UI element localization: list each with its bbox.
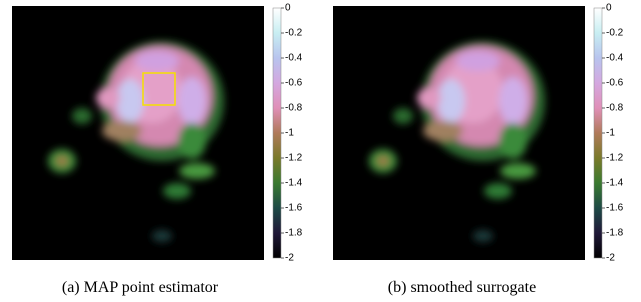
tick-label: -1.8	[606, 228, 624, 239]
tick-label: -0.4	[606, 53, 624, 64]
tick-label: -1.4	[606, 178, 624, 189]
tick-label: -1	[606, 128, 615, 139]
caption: (a) MAP point estimator	[62, 279, 219, 296]
figure: (a) MAP point estimator (b) smoothed sur…	[0, 0, 641, 302]
tick-label: 0	[606, 3, 612, 14]
tick-label: -2	[606, 253, 615, 264]
tick-label: -0.4	[285, 53, 303, 64]
tick-label: -0.2	[285, 28, 303, 39]
tick-label: -1.4	[285, 178, 303, 189]
tick-label: 0	[285, 3, 291, 14]
tick-label: -0.6	[606, 78, 624, 89]
image-a	[12, 6, 264, 260]
tick-label: -1.2	[606, 153, 624, 164]
tick-label: -0.8	[606, 103, 624, 114]
tick-label: -1.6	[285, 203, 303, 214]
tick-label: -0.8	[285, 103, 303, 114]
tick-label: -0.2	[606, 28, 624, 39]
colorbar	[273, 8, 281, 258]
caption: (b) smoothed surrogate	[388, 279, 536, 296]
tick-label: -2	[285, 253, 294, 264]
tick-label: -0.6	[285, 78, 303, 89]
tick-label: -1.8	[285, 228, 303, 239]
tick-label: -1.6	[606, 203, 624, 214]
tick-label: -1.2	[285, 153, 303, 164]
tick-label: -1	[285, 128, 294, 139]
colorbar	[594, 8, 602, 258]
image-b	[333, 6, 585, 260]
